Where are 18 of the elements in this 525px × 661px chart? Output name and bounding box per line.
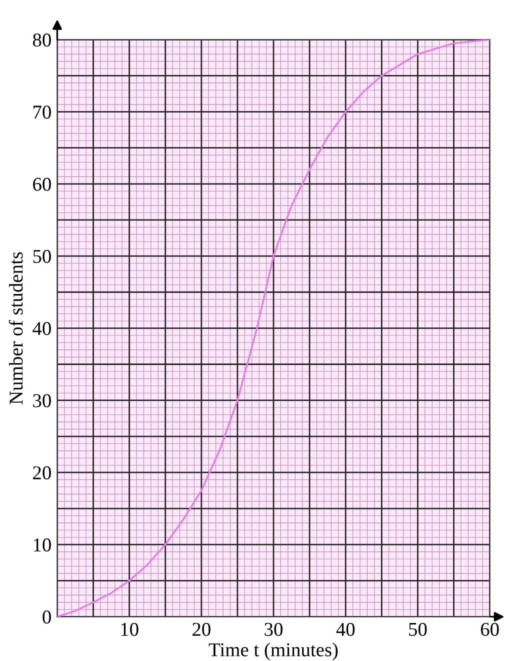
y-tick-label: 80: [32, 33, 51, 47]
y-tick-label: 40: [32, 322, 51, 336]
y-tick-label: 60: [33, 178, 51, 191]
y-tick-label: 30: [33, 394, 51, 408]
x-tick-label: 20: [192, 622, 210, 636]
x-tick-label: 50: [409, 622, 427, 636]
y-tick-label: 50: [33, 250, 51, 263]
y-tick-label: 20: [33, 466, 51, 480]
y-tick-label: 70: [34, 106, 51, 119]
x-tick-label: 40: [336, 622, 355, 636]
y-axis-title: Number of students: [8, 252, 23, 404]
x-tick-label: 10: [121, 622, 138, 636]
x-tick-label: 30: [264, 622, 283, 636]
line-series: [57, 40, 490, 617]
y-tick-label: 10: [34, 538, 51, 552]
x-axis-title: Time t (minutes): [208, 642, 338, 660]
y-tick-label: 0: [42, 610, 51, 624]
x-tick-label: 60: [480, 622, 499, 636]
